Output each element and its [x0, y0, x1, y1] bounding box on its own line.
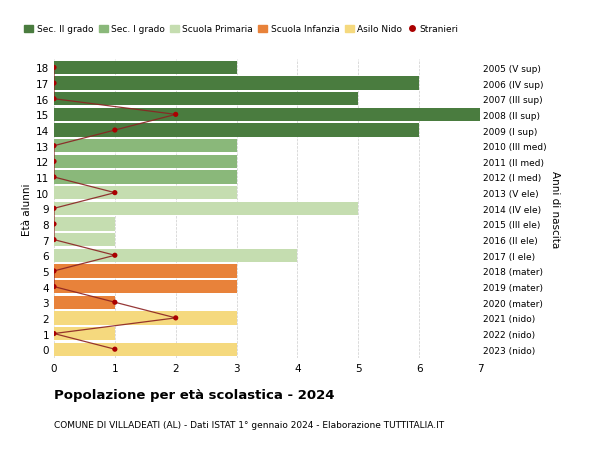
Bar [54, 280, 236, 294]
Point [110, 127, 119, 134]
Text: Popolazione per età scolastica - 2024: Popolazione per età scolastica - 2024 [54, 388, 335, 401]
Point [49, 283, 59, 291]
Bar [54, 140, 236, 153]
Bar [54, 62, 236, 75]
Point [171, 112, 181, 119]
Point [110, 190, 119, 197]
Bar [54, 234, 115, 247]
Point [49, 268, 59, 275]
Bar [54, 187, 236, 200]
Bar [54, 202, 358, 215]
Point [49, 174, 59, 181]
Point [49, 205, 59, 213]
Bar [54, 155, 236, 168]
Point [49, 96, 59, 103]
Point [49, 221, 59, 228]
Point [49, 65, 59, 72]
Bar [54, 327, 115, 341]
Bar [54, 343, 236, 356]
Legend: Sec. II grado, Sec. I grado, Scuola Primaria, Scuola Infanzia, Asilo Nido, Stran: Sec. II grado, Sec. I grado, Scuola Prim… [25, 25, 458, 34]
Point [171, 314, 181, 322]
Y-axis label: Anni di nascita: Anni di nascita [550, 170, 560, 247]
Point [49, 236, 59, 244]
Point [49, 158, 59, 166]
Bar [54, 312, 236, 325]
Bar [54, 265, 236, 278]
Bar [54, 296, 115, 309]
Bar [54, 108, 480, 122]
Point [110, 252, 119, 259]
Point [110, 346, 119, 353]
Point [49, 330, 59, 337]
Point [110, 299, 119, 306]
Bar [54, 93, 358, 106]
Bar [54, 249, 298, 263]
Bar [54, 218, 115, 231]
Bar [54, 77, 419, 90]
Bar [54, 171, 236, 184]
Bar [54, 124, 419, 137]
Y-axis label: Età alunni: Età alunni [22, 183, 32, 235]
Point [49, 80, 59, 88]
Point [49, 143, 59, 150]
Text: COMUNE DI VILLADEATI (AL) - Dati ISTAT 1° gennaio 2024 - Elaborazione TUTTITALIA: COMUNE DI VILLADEATI (AL) - Dati ISTAT 1… [54, 420, 444, 429]
